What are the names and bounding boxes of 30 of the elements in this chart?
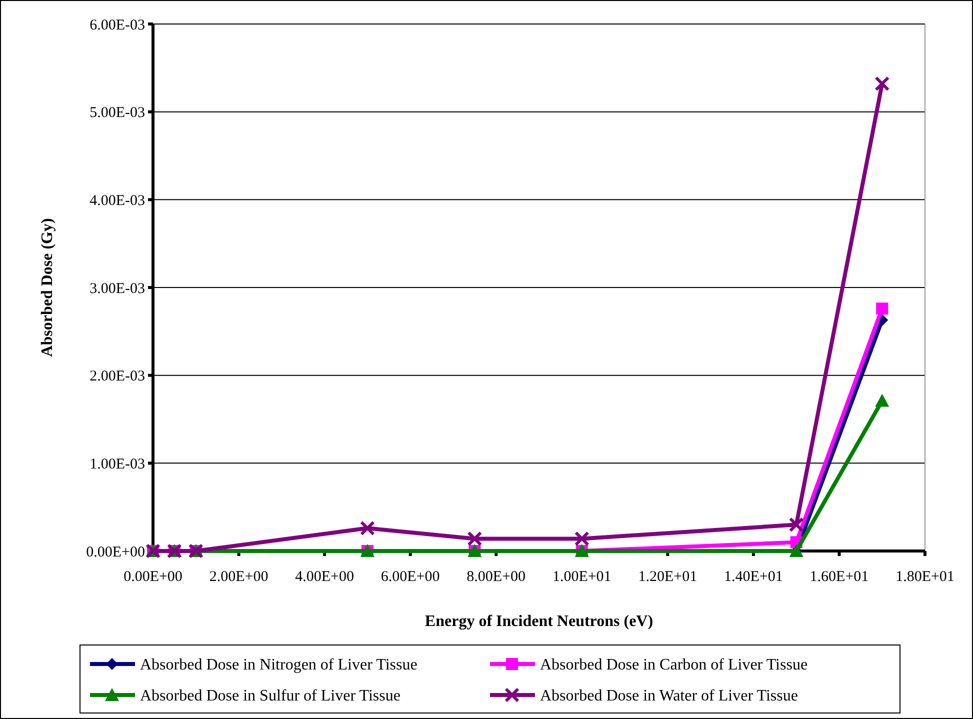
point (788, 517, 804, 532)
y-tick-label: 3.00E-03 (90, 280, 145, 297)
x-tick-label: 0.00E+00 (124, 569, 182, 585)
legend-label: Absorbed Dose in Sulfur of Liver Tissue (140, 688, 400, 705)
x-tick-label: 6.00E+00 (380, 569, 440, 585)
point (574, 531, 590, 546)
x-axis-title: Energy of Incident Neutrons (eV) (424, 613, 654, 630)
x-tick-label: 1.40E+01 (724, 569, 783, 585)
x-tick-label: 8.00E+00 (466, 569, 526, 585)
point (875, 394, 890, 407)
legend-label: Absorbed Dose in Carbon of Liver Tissue (540, 656, 808, 674)
y-tick-label: 1.00E-03 (90, 456, 145, 472)
x-tick-label: 1.60E+01 (810, 569, 869, 585)
y-axis-title: Absorbed Dose (Gy) (39, 218, 56, 357)
point (360, 520, 375, 536)
point (467, 531, 482, 546)
x-tick-label: 1.80E+01 (896, 569, 954, 585)
x-tick-label: 1.20E+01 (638, 569, 698, 585)
x-tick-label: 2.00E+00 (209, 569, 268, 585)
x-tick-label: 1.00E+01 (552, 569, 612, 585)
y-tick-label: 0.00E+00 (86, 544, 145, 560)
y-tick-label: 5.00E-03 (90, 105, 145, 122)
x-tick-label: 4.00E+00 (295, 569, 354, 585)
legend-label: Absorbed Dose in Nitrogen of Liver Tissue (140, 656, 418, 674)
y-tick-label: 2.00E-03 (90, 368, 145, 385)
legend-label: Absorbed Dose in Water of Liver Tissue (540, 688, 798, 705)
point (874, 76, 890, 92)
y-tick-label: 4.00E-03 (90, 192, 145, 209)
point (876, 302, 888, 315)
y-tick-label: 6.00E-03 (90, 17, 145, 34)
